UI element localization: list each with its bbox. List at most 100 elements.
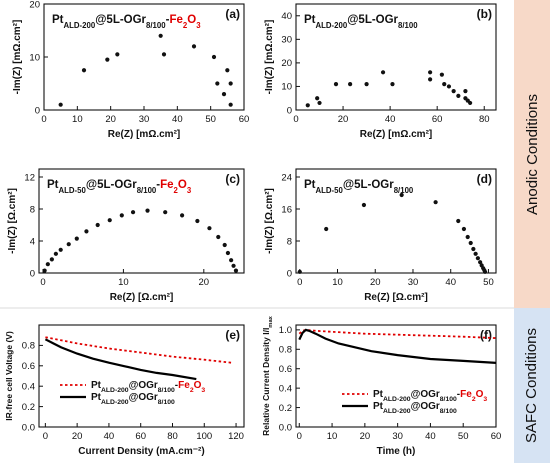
data-point [333, 81, 339, 87]
data-point [225, 68, 230, 73]
y-tick-label: 0.0 [22, 422, 35, 433]
x-tick-label: 0 [297, 431, 302, 442]
plot-frame-f [295, 324, 497, 428]
data-point [468, 100, 473, 106]
data-point [49, 257, 54, 262]
data-point [66, 242, 71, 247]
panel-title-a: PtALD-200@5L-OGr8/100-Fe2O3 [52, 14, 201, 30]
x-tick-label: 50 [483, 277, 494, 288]
panel-b: 0 20 40 60 80 0 10 20 30 40 Re(Z) [mΩ.cm²] -Im(Z) [… [264, 3, 497, 140]
data-point [446, 84, 452, 89]
panel-d: 0 10 20 30 40 50 0 8 16 24 Re(Z) [Ω.cm²] -Im(Z) [Ω.… [264, 168, 497, 303]
data-point [74, 236, 79, 241]
data-point [221, 92, 227, 97]
x-axis-label: Re(Z) [Ω.cm²] [110, 292, 174, 303]
x-axis-label: Time (h) [377, 446, 416, 457]
y-tick-label: 8 [30, 204, 35, 215]
data-point [179, 213, 185, 218]
legend-entry: PtALD-200@OGr8/100 [91, 392, 175, 406]
data-point [473, 251, 478, 256]
series-line-plain [298, 328, 497, 364]
data-point [364, 81, 369, 87]
y-axis-label: -Im(Z) [mΩ.cm²] [12, 20, 23, 95]
x-tick-label: 40 [425, 431, 436, 442]
series-line-fe2o3 [298, 328, 497, 339]
x-tick-label: 30 [139, 114, 150, 125]
y-tick-label: 0 [287, 268, 292, 279]
data-point [45, 262, 50, 267]
panel-label-e: (e) [225, 328, 240, 342]
y-tick-label: 10 [29, 52, 40, 63]
data-point [163, 210, 168, 215]
data-point [211, 54, 217, 60]
legend-entry: PtALD-200@OGr8/100-Fe2O3 [373, 389, 487, 403]
legend-entry: PtALD-200@OGr8/100-Fe2O3 [91, 380, 205, 394]
plot-frame-c [38, 168, 245, 274]
y-tick-label: 8 [287, 236, 292, 247]
y-tick-label: 0.2 [22, 402, 35, 413]
x-tick-label: 20 [72, 431, 83, 442]
data-point [115, 52, 120, 57]
data-point [471, 246, 476, 252]
x-tick-label: 120 [228, 431, 244, 442]
data-point [228, 102, 233, 107]
x-tick-label: 60 [491, 431, 502, 442]
x-tick-label: 60 [432, 114, 443, 125]
data-point [105, 57, 110, 62]
y-tick-label: 0.4 [279, 383, 292, 394]
y-tick-label: 0 [30, 268, 35, 279]
x-tick-label: 100 [196, 431, 212, 442]
data-point [456, 93, 461, 98]
panel-label-a: (a) [225, 7, 240, 21]
y-tick-label: 0.2 [279, 403, 292, 414]
y-axis-label: Relative Current Density I/Imax [261, 315, 274, 436]
y-tick-label: 0.8 [22, 341, 35, 352]
data-point [161, 52, 167, 57]
data-point [130, 210, 136, 215]
y-axis-label: IR-free cell Voltage (V) [4, 331, 14, 421]
data-point [42, 268, 47, 273]
x-tick-label: 80 [167, 431, 178, 442]
panel-title-b: PtALD-200@5L-OGr8/100 [304, 14, 418, 30]
x-tick-label: 50 [205, 114, 216, 125]
y-tick-label: 0.4 [22, 382, 35, 393]
data-point [399, 192, 404, 198]
legend-entry: PtALD-200@OGr8/100 [373, 401, 457, 415]
data-point [53, 251, 58, 256]
panel-c: 0 10 20 0 4 8 12 Re(Z) [Ω.cm²] -Im(Z) [Ω.cm²] (c)… [7, 168, 245, 303]
safc-conditions-band: SAFC Conditions [514, 308, 550, 463]
y-tick-label: 1.0 [279, 325, 292, 336]
data-point [158, 33, 163, 38]
safc-conditions-label: SAFC Conditions [523, 327, 541, 444]
x-tick-label: 30 [408, 277, 419, 288]
x-tick-label: 10 [327, 431, 338, 442]
x-axis-label: Current Density (mA.cm⁻²) [78, 446, 204, 457]
data-point [433, 200, 438, 205]
data-point [439, 72, 444, 77]
panel-f: 0 10 20 30 40 50 60 0.0 0.2 0.4 0.6 0.8 1.0 Time (h) R… [261, 315, 501, 457]
panel-a: 0 10 20 30 40 50 60 0 10 20 Re(Z) [mΩ.cm²] -Im(Z) [… [12, 0, 249, 140]
anodic-conditions-label: Anodic Conditions [523, 93, 541, 215]
data-point [456, 218, 461, 224]
data-point [482, 269, 488, 274]
data-point [225, 250, 231, 256]
x-tick-label: 0 [41, 114, 46, 125]
data-point [58, 247, 63, 252]
data-point [215, 81, 220, 86]
panel-label-c: (c) [225, 172, 240, 186]
y-tick-label: 0.8 [279, 345, 292, 356]
data-point [468, 240, 473, 246]
data-point [95, 222, 100, 228]
y-tick-label: 0.6 [22, 361, 35, 372]
data-point [229, 258, 234, 263]
y-tick-label: 10 [281, 82, 292, 93]
data-point [207, 226, 212, 231]
data-point [451, 89, 456, 94]
data-point [81, 68, 87, 73]
data-point [478, 260, 483, 265]
data-point [58, 102, 63, 107]
data-point [317, 100, 322, 106]
data-point [475, 256, 480, 261]
panel-label-d: (d) [477, 172, 492, 186]
